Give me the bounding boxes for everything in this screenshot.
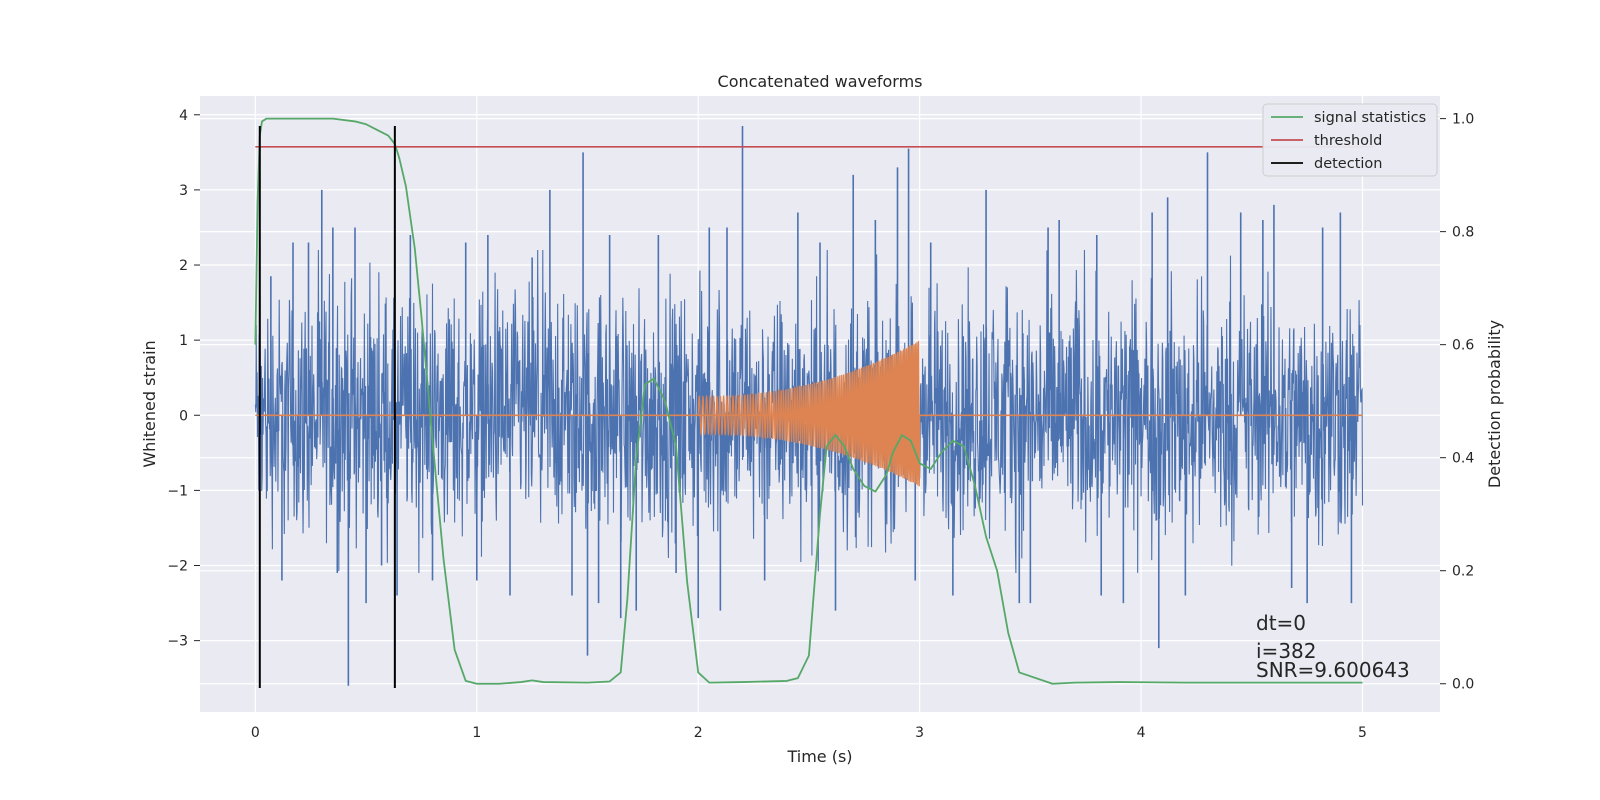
- legend-box: [1262, 103, 1438, 177]
- y2-tick-label: 0.6: [1452, 338, 1474, 354]
- template-series: [255, 340, 1363, 487]
- y2-tick-label: 0.2: [1452, 564, 1474, 580]
- y2-axis-label: Detection probability: [1485, 320, 1504, 488]
- strain-noise-line: [254, 249, 1364, 574]
- y-ticks: 4 3 2 1 0 −1 −2 −3: [167, 108, 200, 650]
- y-tick-label: 1: [179, 333, 188, 349]
- chart-title: Concatenated waveforms: [718, 72, 923, 91]
- signal-statistics-line: [254, 117, 1363, 685]
- legend: signal statistics threshold detection: [1262, 103, 1438, 177]
- x-ticks: 0 1 2 3 4 5: [251, 725, 1367, 741]
- annotation-dt: dt=0: [1256, 611, 1306, 635]
- x-tick-label: 5: [1358, 725, 1367, 741]
- x-tick-label: 2: [694, 725, 703, 741]
- annotation-snr: SNR=9.600643: [1256, 658, 1410, 682]
- legend-label-threshold: threshold: [1314, 133, 1382, 149]
- y-tick-label: 3: [179, 183, 188, 199]
- y2-tick-label: 0.4: [1452, 451, 1474, 467]
- template-chirp-line: [697, 340, 921, 487]
- y-axis-label: Whitened strain: [140, 340, 159, 467]
- legend-label-signal-statistics: signal statistics: [1314, 110, 1426, 126]
- y2-ticks: 1.0 0.8 0.6 0.4 0.2 0.0: [1440, 112, 1474, 693]
- strain-series: [254, 126, 1364, 686]
- y-tick-label: −2: [167, 559, 188, 575]
- y-tick-label: 4: [179, 108, 188, 124]
- x-tick-label: 3: [915, 725, 924, 741]
- y-tick-label: −1: [167, 483, 188, 499]
- legend-label-detection: detection: [1314, 156, 1382, 172]
- x-tick-label: 4: [1137, 725, 1146, 741]
- annotation-i: i=382: [1256, 639, 1317, 663]
- x-tick-label: 1: [472, 725, 481, 741]
- y-tick-label: 2: [179, 258, 188, 274]
- y2-tick-label: 0.0: [1452, 677, 1474, 693]
- x-axis-label: Time (s): [786, 747, 852, 766]
- y2-tick-label: 1.0: [1452, 112, 1474, 128]
- x-tick-label: 0: [251, 725, 260, 741]
- signal-statistics-series: [254, 117, 1363, 685]
- detection-series: [258, 126, 396, 688]
- y-tick-label: −3: [167, 634, 188, 650]
- y-tick-label: 0: [179, 408, 188, 424]
- y2-tick-label: 0.8: [1452, 225, 1474, 241]
